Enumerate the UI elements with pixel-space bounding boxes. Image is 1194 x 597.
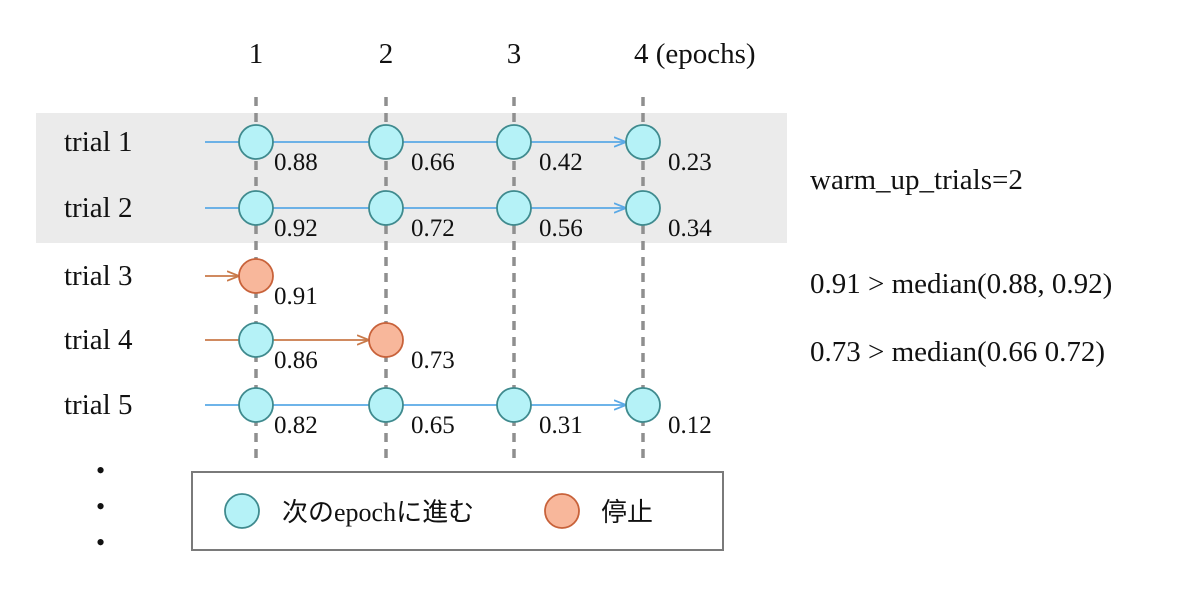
warm-up-note: warm_up_trials=2 [810,164,1023,196]
metric-value: 0.12 [668,412,712,439]
metric-value: 0.34 [668,215,712,242]
prune-note-trial-3: 0.91 > median(0.88, 0.92) [810,268,1113,300]
trial-label: trial 4 [64,324,133,356]
continue-node [238,124,274,160]
legend-continue-label: 次のepochに進む [282,498,474,527]
metric-value: 0.91 [274,283,318,310]
epoch-label: 4 (epochs) [634,38,756,70]
legend-stop-label: 停止 [601,498,653,527]
metric-value: 0.31 [539,412,583,439]
warm-up-band [36,113,787,243]
epoch-label: 2 [379,38,394,70]
trial-label: trial 2 [64,192,132,224]
stop-node [368,322,404,358]
continue-node [368,387,404,423]
continue-node [496,124,532,160]
ellipsis-dot: • [96,528,106,557]
metric-value: 0.92 [274,215,318,242]
ellipsis-dot: • [96,456,106,485]
metric-value: 0.88 [274,149,318,176]
continue-node [238,322,274,358]
continue-node [625,190,661,226]
continue-node [625,124,661,160]
legend-continue-swatch [224,493,260,529]
metric-value: 0.42 [539,149,583,176]
metric-value: 0.82 [274,412,318,439]
metric-value: 0.65 [411,412,455,439]
trial-label: trial 3 [64,260,132,292]
legend-box [191,471,724,551]
metric-value: 0.73 [411,347,455,374]
stop-node [238,258,274,294]
epoch-label: 3 [507,38,522,70]
ellipsis-dot: • [96,492,106,521]
continue-node [238,387,274,423]
metric-value: 0.86 [274,347,318,374]
metric-value: 0.72 [411,215,455,242]
continue-node [368,124,404,160]
legend-stop-swatch [544,493,580,529]
metric-value: 0.66 [411,149,455,176]
continue-node [625,387,661,423]
prune-note-trial-4: 0.73 > median(0.66 0.72) [810,336,1106,368]
continue-node [368,190,404,226]
epoch-label: 1 [249,38,264,70]
trial-label: trial 5 [64,389,132,421]
continue-node [496,387,532,423]
continue-node [496,190,532,226]
continue-node [238,190,274,226]
metric-value: 0.56 [539,215,583,242]
trial-label: trial 1 [64,126,132,158]
metric-value: 0.23 [668,149,712,176]
